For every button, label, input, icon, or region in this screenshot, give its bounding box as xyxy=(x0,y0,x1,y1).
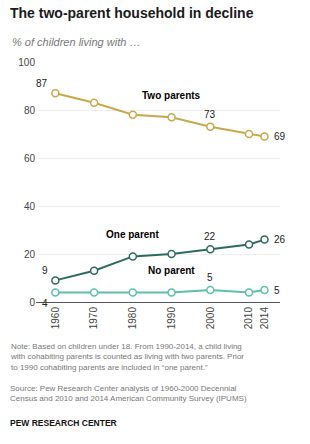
svg-text:One parent: One parent xyxy=(106,229,159,240)
svg-text:26: 26 xyxy=(274,234,286,245)
svg-text:Two parents: Two parents xyxy=(142,90,201,101)
svg-text:5: 5 xyxy=(207,272,213,283)
svg-text:5: 5 xyxy=(274,285,280,296)
svg-text:2000: 2000 xyxy=(205,307,216,330)
svg-text:60: 60 xyxy=(24,153,36,164)
svg-text:69: 69 xyxy=(274,131,286,142)
svg-text:73: 73 xyxy=(204,109,216,120)
svg-text:0: 0 xyxy=(29,297,35,308)
svg-text:4: 4 xyxy=(42,298,48,309)
svg-text:9: 9 xyxy=(42,265,48,276)
svg-text:No parent: No parent xyxy=(148,265,195,276)
svg-text:80: 80 xyxy=(24,105,36,116)
svg-text:87: 87 xyxy=(36,78,48,89)
svg-text:1960: 1960 xyxy=(50,307,61,330)
svg-text:22: 22 xyxy=(204,231,216,242)
svg-text:1990: 1990 xyxy=(166,307,177,330)
svg-text:20: 20 xyxy=(24,249,36,260)
svg-text:1970: 1970 xyxy=(88,307,99,330)
svg-text:1980: 1980 xyxy=(127,307,138,330)
svg-text:2014: 2014 xyxy=(259,307,270,330)
svg-text:% of children living with …: % of children living with … xyxy=(12,36,140,48)
svg-text:100: 100 xyxy=(18,57,35,68)
svg-text:Source: Pew Research Center an: Source: Pew Research Center analysis of … xyxy=(10,384,247,403)
svg-text:PEW RESEARCH CENTER: PEW RESEARCH CENTER xyxy=(10,418,117,428)
svg-text:2010: 2010 xyxy=(243,307,254,330)
svg-text:The two-parent household in de: The two-parent household in decline xyxy=(10,5,254,21)
svg-text:Note: Based on children under: Note: Based on children under 18. From 1… xyxy=(10,342,244,372)
svg-text:40: 40 xyxy=(24,201,36,212)
